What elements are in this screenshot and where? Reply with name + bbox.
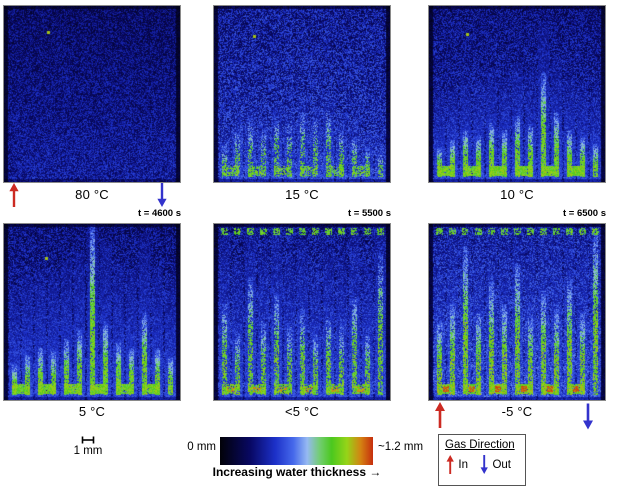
- gas-out-arrow-icon: [157, 183, 167, 207]
- temp-label-5c: 5 °C: [78, 404, 106, 419]
- scale-bar: 1 mm: [64, 436, 112, 457]
- radiograph-80c: [4, 6, 180, 182]
- radiograph-5c: [4, 224, 180, 400]
- colorbar-gradient: [220, 437, 373, 465]
- temp-label-80c: 80 °C: [75, 187, 109, 202]
- timestamp-5500s: t = 5500 s: [347, 208, 391, 219]
- temp-label-minus5c: -5 °C: [501, 404, 533, 419]
- gas-out-label: Out: [492, 458, 511, 471]
- gas-in-arrow-icon: [9, 183, 19, 207]
- panel-image-15c: [213, 5, 391, 183]
- gas-in-label: In: [458, 458, 469, 471]
- scale-bar-icon: [81, 436, 95, 444]
- temp-label-15c: 15 °C: [285, 187, 319, 202]
- panel-image-80c: [3, 5, 181, 183]
- radiograph-10c: [429, 6, 605, 182]
- panel-image-5c: [3, 223, 181, 401]
- panel-image-lt5c: [213, 223, 391, 401]
- gas-direction-title: Gas Direction: [445, 439, 515, 451]
- radiograph-minus5c: [429, 224, 605, 400]
- gas-in-arrow-icon: [446, 455, 454, 474]
- temp-label-lt5c: <5 °C: [284, 404, 320, 419]
- colorbar-max-label: ~1.2 mm: [378, 441, 424, 453]
- temp-label-10c: 10 °C: [500, 187, 534, 202]
- panel-image-minus5c: [428, 223, 606, 401]
- colorbar-caption: Increasing water thickness →: [212, 465, 382, 479]
- radiograph-15c: [214, 6, 390, 182]
- scale-bar-label: 1 mm: [73, 445, 103, 457]
- gas-direction-legend: Gas Direction In Out: [438, 434, 526, 486]
- timestamp-6500s: t = 6500 s: [562, 208, 606, 219]
- gas-in-arrow-icon: [435, 402, 445, 428]
- gas-out-arrow-icon: [583, 403, 593, 430]
- gas-out-arrow-icon: [480, 455, 488, 474]
- timestamp-4600s: t = 4600 s: [137, 208, 181, 219]
- panel-image-10c: [428, 5, 606, 183]
- radiograph-lt5c: [214, 224, 390, 400]
- colorbar-min-label: 0 mm: [187, 441, 216, 453]
